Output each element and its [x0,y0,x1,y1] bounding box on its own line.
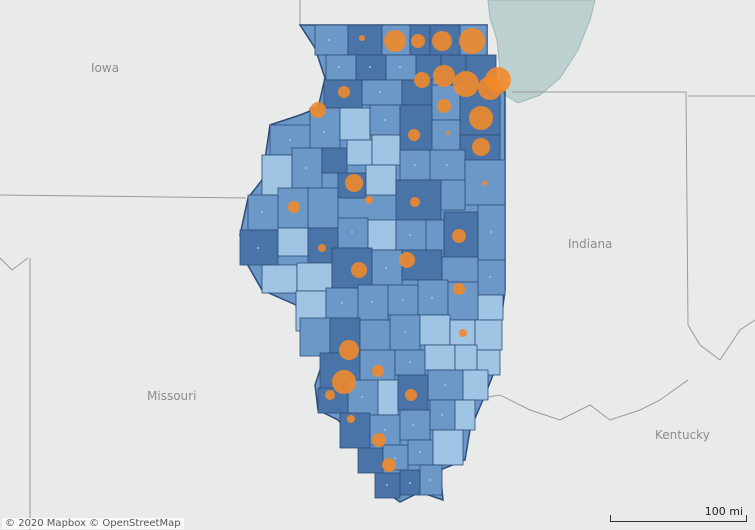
state-label-kentucky: Kentucky [655,428,710,442]
state-label-missouri: Missouri [147,389,196,403]
state-label-indiana: Indiana [568,237,612,251]
county-polygons[interactable] [239,24,506,499]
scale-label: 100 mi [704,505,743,518]
state-label-iowa: Iowa [91,61,119,75]
scale-bar [610,515,747,522]
map-attribution[interactable]: © 2020 Mapbox © OpenStreetMap [2,518,184,529]
lake-michigan [487,0,596,104]
bubble-markers[interactable] [288,28,511,472]
map-scale: 100 mi [610,505,747,522]
county-centroid-dots [257,39,492,486]
